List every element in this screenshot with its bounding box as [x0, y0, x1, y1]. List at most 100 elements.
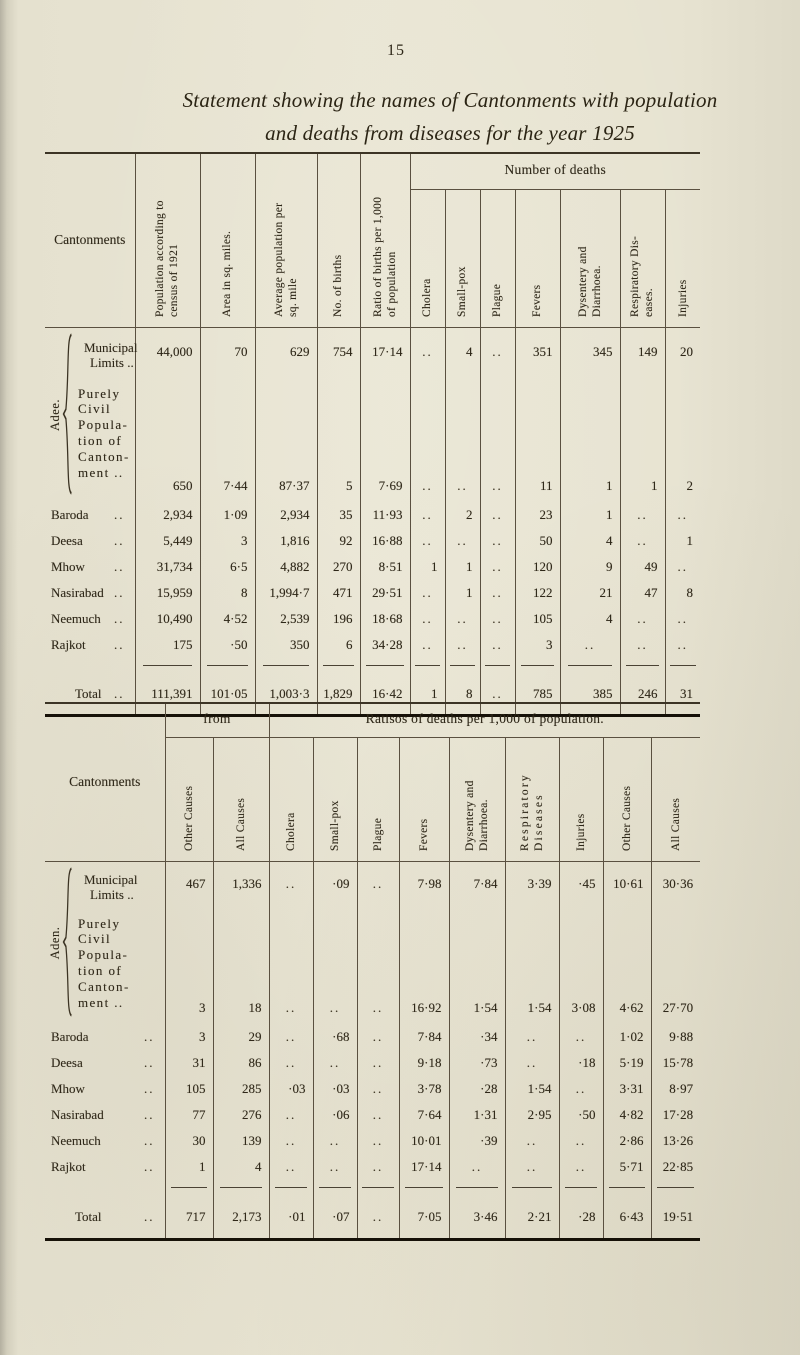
- data-cell: ..: [479, 501, 515, 528]
- row-label: Neemuch..: [51, 610, 125, 626]
- data-cell: ..: [268, 861, 314, 928]
- data-cell: 29: [212, 1023, 270, 1050]
- data-cell: 1: [444, 553, 480, 580]
- col-header-other-causes: Other Causes: [602, 737, 652, 862]
- data-cell: 1·31: [448, 1101, 506, 1128]
- col-header-smallpox: Small-pox: [312, 737, 358, 862]
- col-header-other-causes-deaths: Other Causes: [164, 737, 213, 862]
- table-row-deesa: Deesa.. 5,449 3 1,816 92 16·88...... 50 4.. 1: [45, 527, 701, 554]
- data-cell: 3: [199, 527, 255, 554]
- data-cell: ·50: [558, 1101, 604, 1128]
- data-cell: 30: [164, 1127, 213, 1154]
- data-cell: ·28: [448, 1075, 506, 1102]
- data-cell: ·18: [558, 1049, 604, 1076]
- data-cell: 7·05: [398, 1195, 450, 1241]
- col-header-cholera: Cholera: [268, 737, 314, 862]
- data-cell: 5,449: [134, 527, 200, 554]
- data-cell: 6: [316, 631, 360, 658]
- data-cell: 1: [444, 579, 480, 606]
- data-cell: ·39: [448, 1127, 506, 1154]
- table-row-neemuch: Neemuch.. 10,490 4·52 2,539 196 18·68...... 1…: [45, 605, 701, 632]
- data-cell: ..: [664, 631, 701, 658]
- data-cell: 77: [164, 1101, 213, 1128]
- data-cell: 3·08: [558, 927, 604, 1024]
- data-cell: 8·97: [650, 1075, 701, 1102]
- data-cell: 1·54: [504, 1075, 560, 1102]
- data-cell: 16·88: [359, 527, 410, 554]
- data-cell: 1: [664, 527, 701, 554]
- data-cell: 21: [559, 579, 620, 606]
- row-label: Nasirabad..: [51, 584, 125, 600]
- data-cell: 122: [514, 579, 560, 606]
- data-cell: ..: [664, 605, 701, 632]
- data-cell: ·50: [199, 631, 255, 658]
- data-cell: 47: [619, 579, 665, 606]
- data-cell: 15·78: [650, 1049, 701, 1076]
- col-header-respiratory: Respiratory Diseases: [504, 737, 560, 862]
- group-header-from: from: [164, 703, 270, 738]
- data-cell: 2,539: [254, 605, 317, 632]
- data-cell: 11: [514, 397, 560, 502]
- data-cell: 31,734: [134, 553, 200, 580]
- data-cell: 2·21: [504, 1195, 560, 1241]
- data-cell: 18: [212, 927, 270, 1024]
- data-cell: 19·51: [650, 1195, 701, 1241]
- data-cell: 650: [134, 397, 200, 502]
- col-header-dysentery: Dysentery and Diarrhoea.: [448, 737, 506, 862]
- col-header-fevers: Fevers: [514, 189, 560, 328]
- table2-wrapper: Cantonments from Ratisos of deaths per 1…: [45, 702, 701, 1241]
- data-cell: 754: [316, 327, 360, 398]
- table-row-rajkot: Rajkot.. 1 4...... 17·14...... 5·71 22·85: [45, 1153, 701, 1180]
- data-cell: ..: [356, 1075, 400, 1102]
- group-header-number-of-deaths: Number of deaths: [409, 153, 701, 190]
- data-cell: 17·14: [359, 327, 410, 398]
- data-cell: 1: [164, 1153, 213, 1180]
- data-cell: 7·98: [398, 861, 450, 928]
- data-cell: 87·37: [254, 397, 317, 502]
- col-header-dysentery: Dysentery and Diarrhoea.: [559, 189, 620, 328]
- table-row-aden-civil: 3 18 .. .. .. 16·92 1·54 1·54 3·08 4·62 …: [45, 927, 701, 1024]
- row-label: Baroda..: [51, 506, 125, 522]
- data-cell: 31: [164, 1049, 213, 1076]
- data-cell: 18·68: [359, 605, 410, 632]
- data-cell: 2: [664, 397, 701, 502]
- data-cell: 7·84: [448, 861, 506, 928]
- data-cell: ..: [479, 397, 515, 502]
- data-cell: ·03: [312, 1075, 358, 1102]
- table1-header-row2: Cholera Small-pox Plague Fevers Dysenter…: [45, 189, 701, 328]
- data-cell: ..: [268, 1153, 314, 1180]
- data-cell: 9·18: [398, 1049, 450, 1076]
- data-cell: ..: [504, 1023, 560, 1050]
- data-cell: ..: [479, 579, 515, 606]
- data-cell: 467: [164, 861, 213, 928]
- data-cell: ..: [409, 579, 445, 606]
- data-cell: ..: [312, 1153, 358, 1180]
- data-cell: 1·09: [199, 501, 255, 528]
- table-row-nasirabad: Nasirabad.. 15,959 8 1,994·7 471 29·51.. 1.. 1…: [45, 579, 701, 606]
- page-title: Statement showing the names of Cantonmen…: [120, 84, 780, 149]
- data-cell: 1,816: [254, 527, 317, 554]
- data-cell: ..: [356, 1101, 400, 1128]
- col-header-plague: Plague: [356, 737, 400, 862]
- table2-header-row1: Cantonments from Ratisos of deaths per 1…: [45, 703, 701, 862]
- data-cell: ..: [268, 1049, 314, 1076]
- data-cell: 471: [316, 579, 360, 606]
- table-row-total: Total.. 717 2,173·01·07.. 7·05 3·46 2·21·28 6…: [45, 1195, 701, 1241]
- data-cell: ..: [356, 1049, 400, 1076]
- data-cell: 2,934: [134, 501, 200, 528]
- data-cell: ..: [558, 1075, 604, 1102]
- data-cell: 10,490: [134, 605, 200, 632]
- data-cell: 29·51: [359, 579, 410, 606]
- data-cell: ..: [504, 1127, 560, 1154]
- data-cell: 8·51: [359, 553, 410, 580]
- brace-decoration: [62, 332, 72, 495]
- data-cell: 1: [559, 501, 620, 528]
- data-cell: 11·93: [359, 501, 410, 528]
- data-cell: ..: [444, 397, 480, 502]
- data-cell: ..: [268, 1127, 314, 1154]
- cantonment-deaths-table: Cantonments Population according to cens…: [45, 152, 701, 717]
- col-header-area: Area in sq. miles.: [199, 153, 255, 328]
- data-cell: ..: [559, 631, 620, 658]
- data-cell: 92: [316, 527, 360, 554]
